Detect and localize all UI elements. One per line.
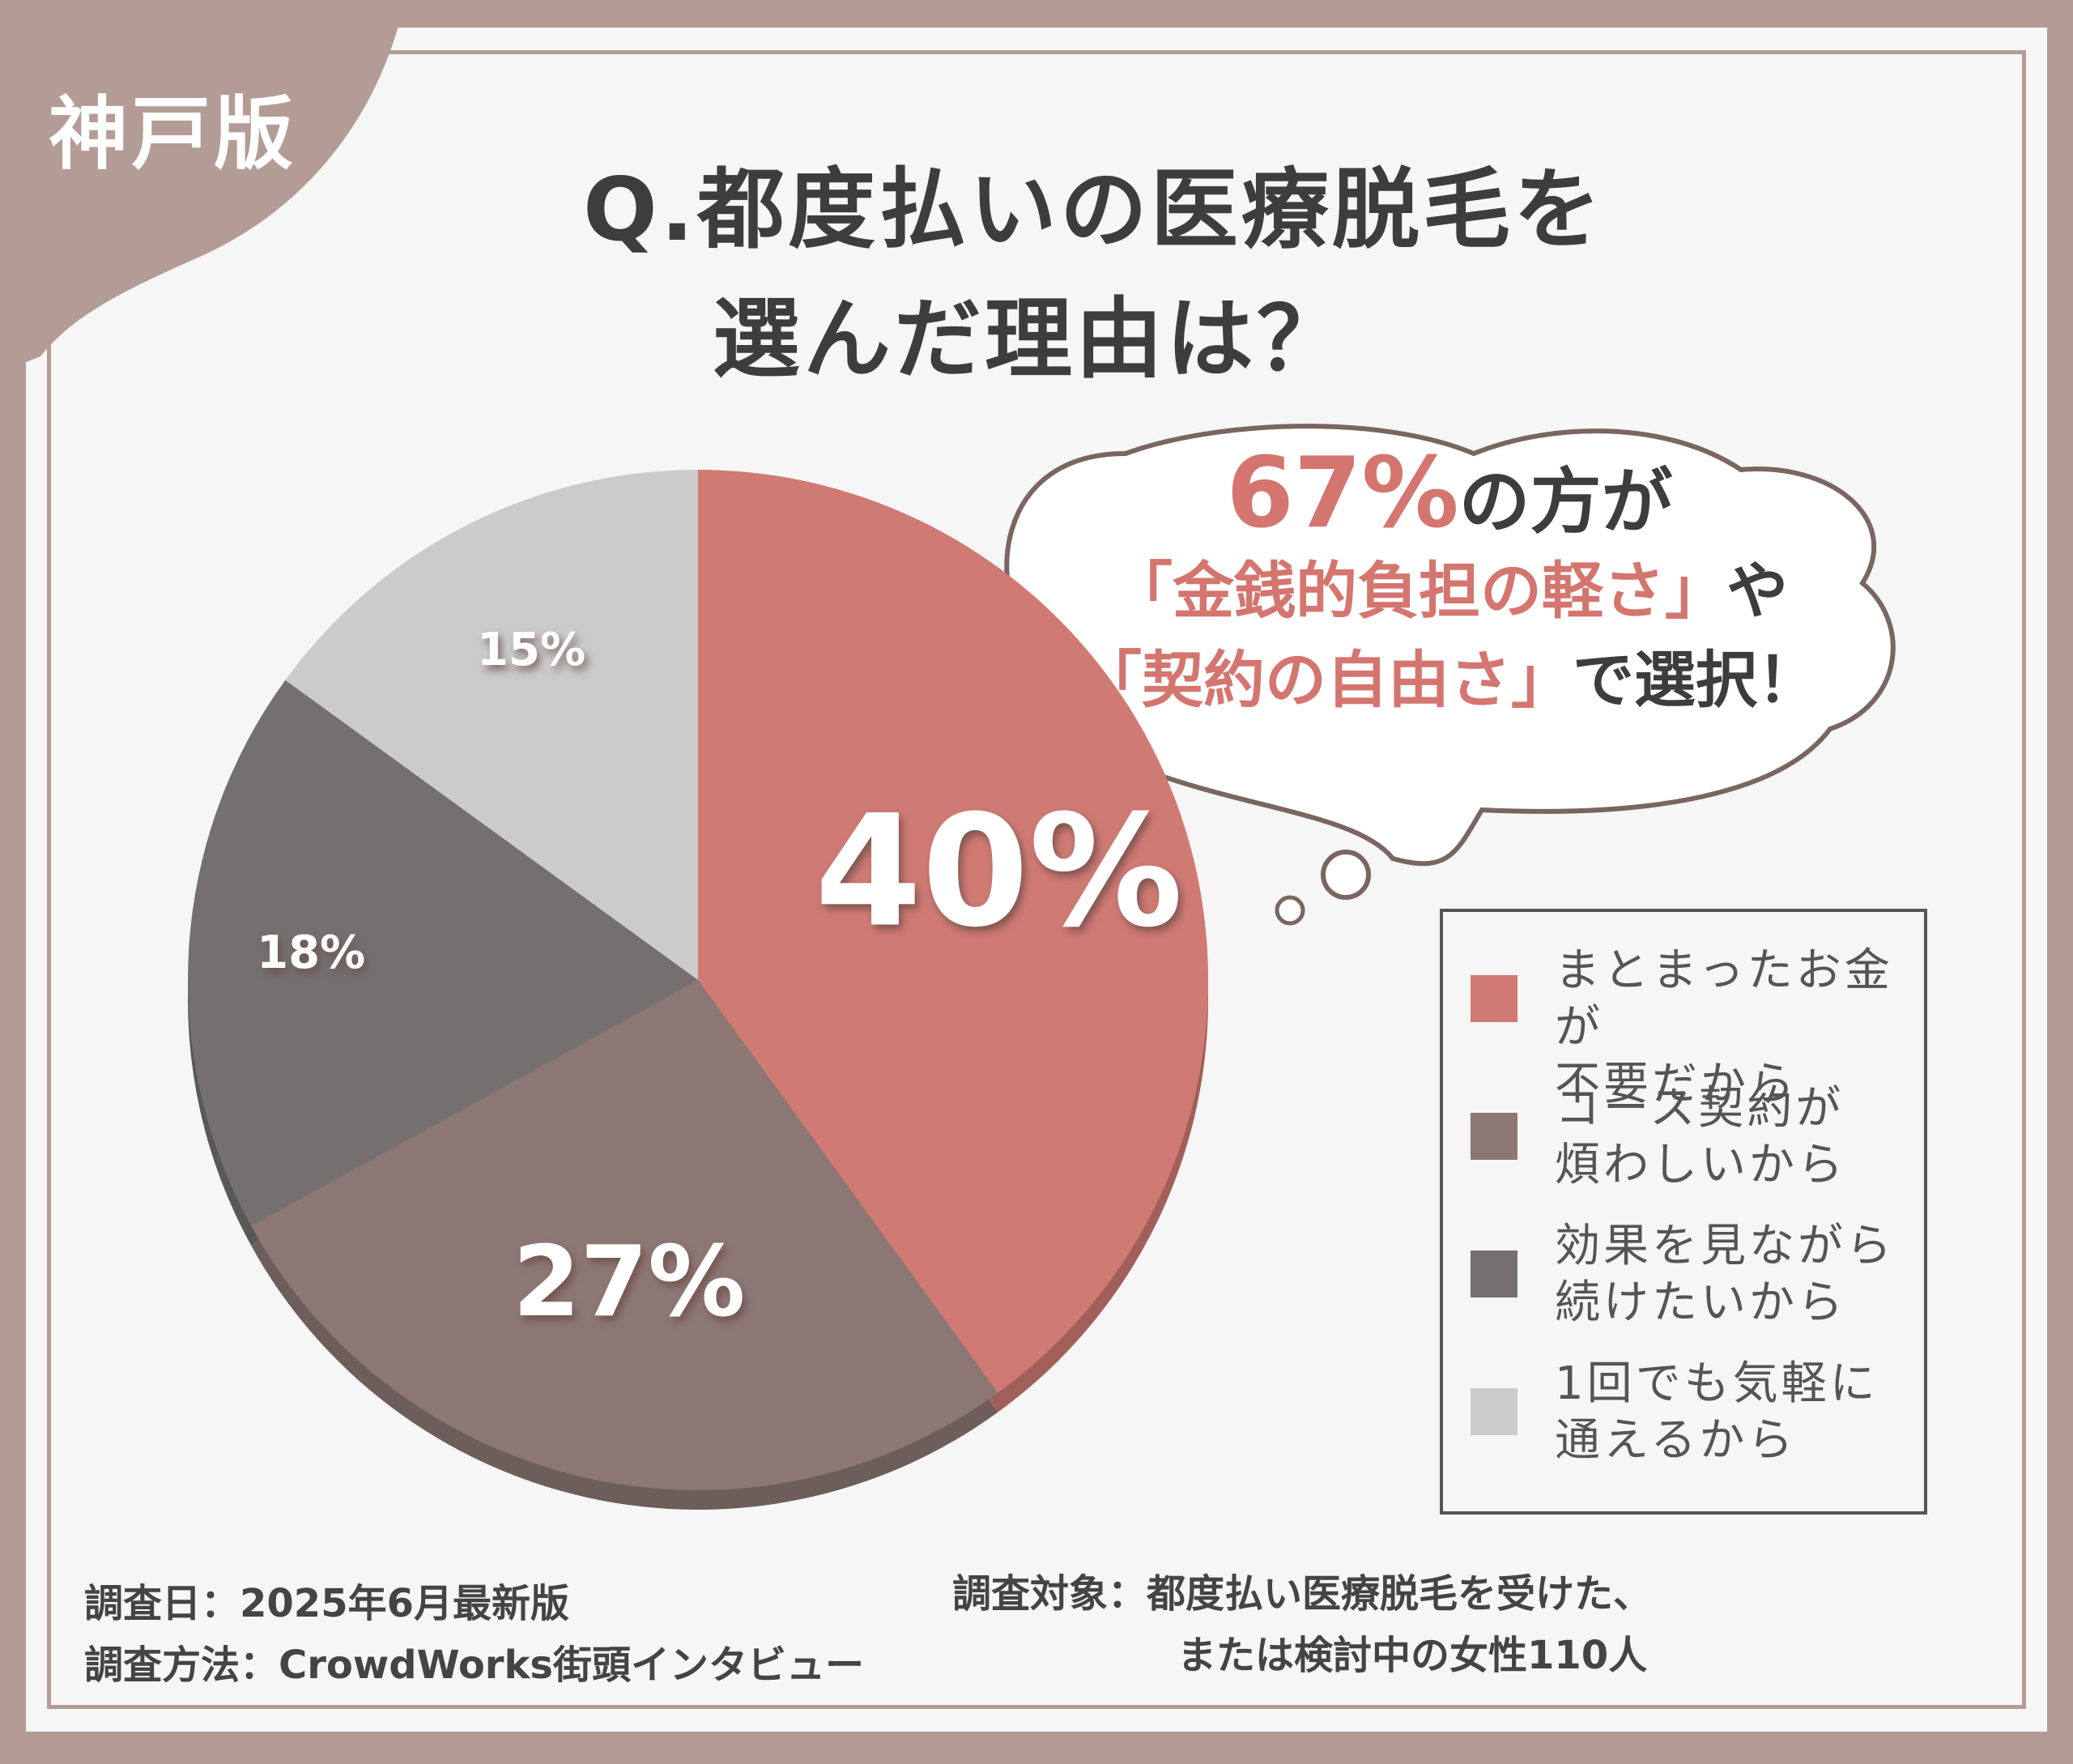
- callout-line3-rest: で選択！: [1573, 644, 1819, 716]
- legend-label: 1回でも気軽に 通えるから: [1555, 1356, 1911, 1469]
- pie-label-1: 40%: [815, 782, 1183, 961]
- corner-tab: [0, 0, 405, 373]
- region-label: 神戸版: [49, 88, 297, 181]
- legend-label-line: 続けたいから: [1555, 1276, 1846, 1329]
- page-title: Q.都度払いの医療脱毛を 選んだ理由は？: [583, 146, 1798, 405]
- legend-swatch: [1471, 1251, 1518, 1297]
- legend-label-line: 効果を見ながら: [1555, 1220, 1895, 1272]
- title-line-1: Q.都度払いの医療脱毛を: [583, 160, 1604, 261]
- pie-slice-1: [698, 470, 1208, 1393]
- pie-label-4: 15%: [477, 624, 585, 676]
- survey-target-line2: または検討中の女性110人: [1177, 1633, 1648, 1678]
- callout-percentage: 67%: [1226, 437, 1459, 550]
- callout-line1-rest: の方が: [1458, 460, 1673, 543]
- legend-label-line: まとまったお金が: [1555, 944, 1893, 1054]
- callout-line2-rest: や: [1726, 555, 1788, 627]
- pie-label-3: 18%: [257, 927, 365, 979]
- survey-method: 調査方法：CrowdWorks街頭インタビュー: [84, 1643, 864, 1688]
- legend-label-line: 1回でも気軽に: [1555, 1357, 1879, 1410]
- legend-swatch: [1471, 975, 1518, 1022]
- legend-swatch: [1471, 1113, 1518, 1160]
- legend-label-line: 煩わしいから: [1555, 1139, 1846, 1191]
- pie-slice-2: [250, 980, 998, 1490]
- callout-line2-accent: 「金銭的負担の軽さ」: [1111, 555, 1726, 627]
- callout-text: 67%の方が 「金銭的負担の軽さ」や 「契約の自由さ」で選択！: [1004, 445, 1895, 725]
- legend-label: コース契約が 煩わしいから: [1555, 1080, 1911, 1194]
- legend-label-line: 不要だから: [1555, 1058, 1798, 1110]
- pie-group: 40% 27% 18% 15%: [187, 470, 1208, 1510]
- legend-label: まとまったお金が 不要だから: [1555, 943, 1911, 1113]
- pie-slice-4: [285, 470, 698, 980]
- legend-label: 効果を見ながら 続けたいから: [1555, 1218, 1911, 1332]
- legend-label-line: 通えるから: [1555, 1414, 1797, 1467]
- footer-right: 調査対象：都度払い医療脱毛を受けた、 または検討中の女性110人: [952, 1563, 1652, 1686]
- legend-swatch: [1471, 1388, 1518, 1435]
- survey-target-line1: 調査対象：都度払い医療脱毛を受けた、: [952, 1571, 1653, 1617]
- pie-label-2: 27%: [513, 1226, 745, 1339]
- legend-label-line: コース契約が: [1555, 1082, 1845, 1135]
- title-line-2: 選んだ理由は？: [713, 289, 1348, 390]
- inner-frame: [47, 50, 2026, 1709]
- chart-legend: まとまったお金が 不要だから コース契約が 煩わしいから 効果を見ながら 続けたいから 1回…: [1440, 909, 1927, 1515]
- pie-slice-3: [187, 680, 698, 1226]
- survey-date: 調査日：2025年6月最新版: [84, 1581, 569, 1626]
- callout-line3-accent: 「契約の自由さ」: [1080, 644, 1573, 716]
- footer-left: 調査日：2025年6月最新版 調査方法：CrowdWorks街頭インタビュー: [84, 1573, 864, 1696]
